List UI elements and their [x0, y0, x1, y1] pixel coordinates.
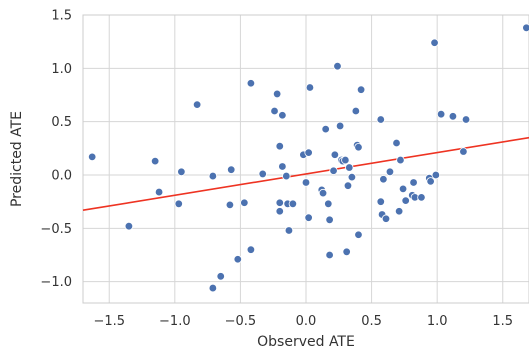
data-point — [282, 171, 291, 181]
regression-line-group — [82, 136, 529, 211]
data-point — [356, 85, 366, 94]
data-point — [278, 162, 287, 171]
data-point — [385, 167, 395, 176]
y-tick-label: −1.0 — [40, 275, 72, 290]
data-point — [284, 226, 294, 235]
data-point — [333, 61, 342, 71]
data-point — [258, 169, 267, 179]
data-point — [246, 79, 256, 88]
data-point — [275, 141, 284, 151]
data-point — [87, 152, 97, 162]
x-tick-label: −1.5 — [93, 314, 125, 329]
data-point — [174, 199, 183, 208]
y-tick-label: 1.0 — [51, 62, 72, 77]
x-tick-label: 0.5 — [361, 314, 382, 329]
data-point — [396, 155, 405, 165]
data-point — [275, 198, 284, 207]
y-tick-label: 0.0 — [51, 169, 72, 184]
data-point — [342, 247, 351, 256]
data-point — [448, 112, 458, 121]
x-tick-label: 1.5 — [492, 314, 513, 329]
y-axis-label: Predicted ATE — [9, 111, 25, 207]
data-point — [301, 178, 311, 187]
x-tick-label: −1.0 — [159, 314, 191, 329]
data-point — [431, 170, 441, 180]
x-axis-label: Observed ATE — [257, 334, 355, 350]
data-point — [398, 184, 408, 194]
data-point — [354, 230, 363, 239]
data-point — [177, 167, 186, 176]
data-point — [354, 143, 363, 152]
data-point — [379, 175, 388, 184]
data-point — [305, 83, 315, 92]
data-point — [318, 188, 328, 198]
y-tick-label: 1.5 — [51, 9, 72, 24]
data-point — [459, 147, 468, 156]
data-point — [330, 150, 340, 159]
data-point — [345, 163, 354, 172]
axis-ticks: −1.5 −1.0 −0.5 0.0 0.5 1.0 1.5 −1.0 −0.5 0.0 0.5 1.… — [40, 9, 513, 330]
data-point — [246, 245, 256, 254]
data-point — [270, 106, 279, 116]
data-point — [394, 207, 404, 216]
data-point — [208, 171, 218, 181]
data-point — [240, 198, 249, 207]
data-point — [351, 106, 361, 116]
data-point — [227, 165, 236, 174]
data-point — [341, 155, 350, 165]
data-point — [426, 177, 435, 186]
data-point — [409, 178, 418, 187]
data-point — [192, 100, 202, 109]
data-point — [335, 121, 345, 131]
y-tick-label: 0.5 — [51, 115, 72, 130]
data-point — [325, 215, 334, 224]
data-point — [329, 166, 338, 175]
data-point — [278, 111, 287, 120]
data-point — [347, 172, 357, 182]
data-point — [225, 200, 235, 210]
data-point — [430, 38, 439, 47]
data-point — [392, 138, 401, 148]
data-point — [376, 115, 385, 124]
plot-area-frame — [82, 14, 529, 304]
data-point — [436, 109, 446, 119]
regression-line — [82, 136, 529, 211]
y-tick-label: −0.5 — [40, 222, 72, 237]
data-point — [150, 156, 160, 166]
data-point — [233, 255, 242, 264]
data-point — [325, 250, 334, 260]
data-point — [124, 221, 134, 231]
data-point — [272, 89, 282, 99]
data-point — [522, 23, 529, 32]
data-point — [304, 213, 313, 222]
data-point — [324, 199, 333, 208]
data-point — [216, 272, 225, 281]
grid-lines — [83, 14, 529, 303]
data-points — [87, 23, 529, 293]
data-point — [376, 197, 385, 206]
data-point — [401, 196, 410, 205]
data-point — [154, 187, 164, 197]
data-point — [343, 181, 353, 190]
data-point — [321, 124, 330, 134]
data-point — [304, 148, 313, 157]
x-tick-label: 1.0 — [427, 314, 448, 329]
data-point — [275, 207, 284, 216]
data-point — [461, 115, 471, 124]
data-point — [381, 214, 391, 223]
data-point — [208, 283, 218, 293]
x-tick-label: 0.0 — [296, 314, 317, 329]
data-point — [288, 199, 298, 208]
data-point — [417, 193, 426, 202]
x-tick-label: −0.5 — [225, 314, 257, 329]
